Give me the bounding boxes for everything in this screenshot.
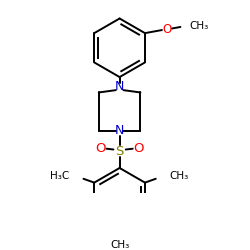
Text: CH₃: CH₃ xyxy=(170,172,189,181)
Text: H₃C: H₃C xyxy=(50,172,70,181)
Text: CH₃: CH₃ xyxy=(110,240,129,250)
Text: S: S xyxy=(116,144,124,158)
Text: O: O xyxy=(134,142,144,155)
Text: N: N xyxy=(115,124,124,138)
Text: N: N xyxy=(115,80,124,93)
Text: O: O xyxy=(162,23,171,36)
Text: O: O xyxy=(95,142,106,155)
Text: CH₃: CH₃ xyxy=(189,21,208,31)
